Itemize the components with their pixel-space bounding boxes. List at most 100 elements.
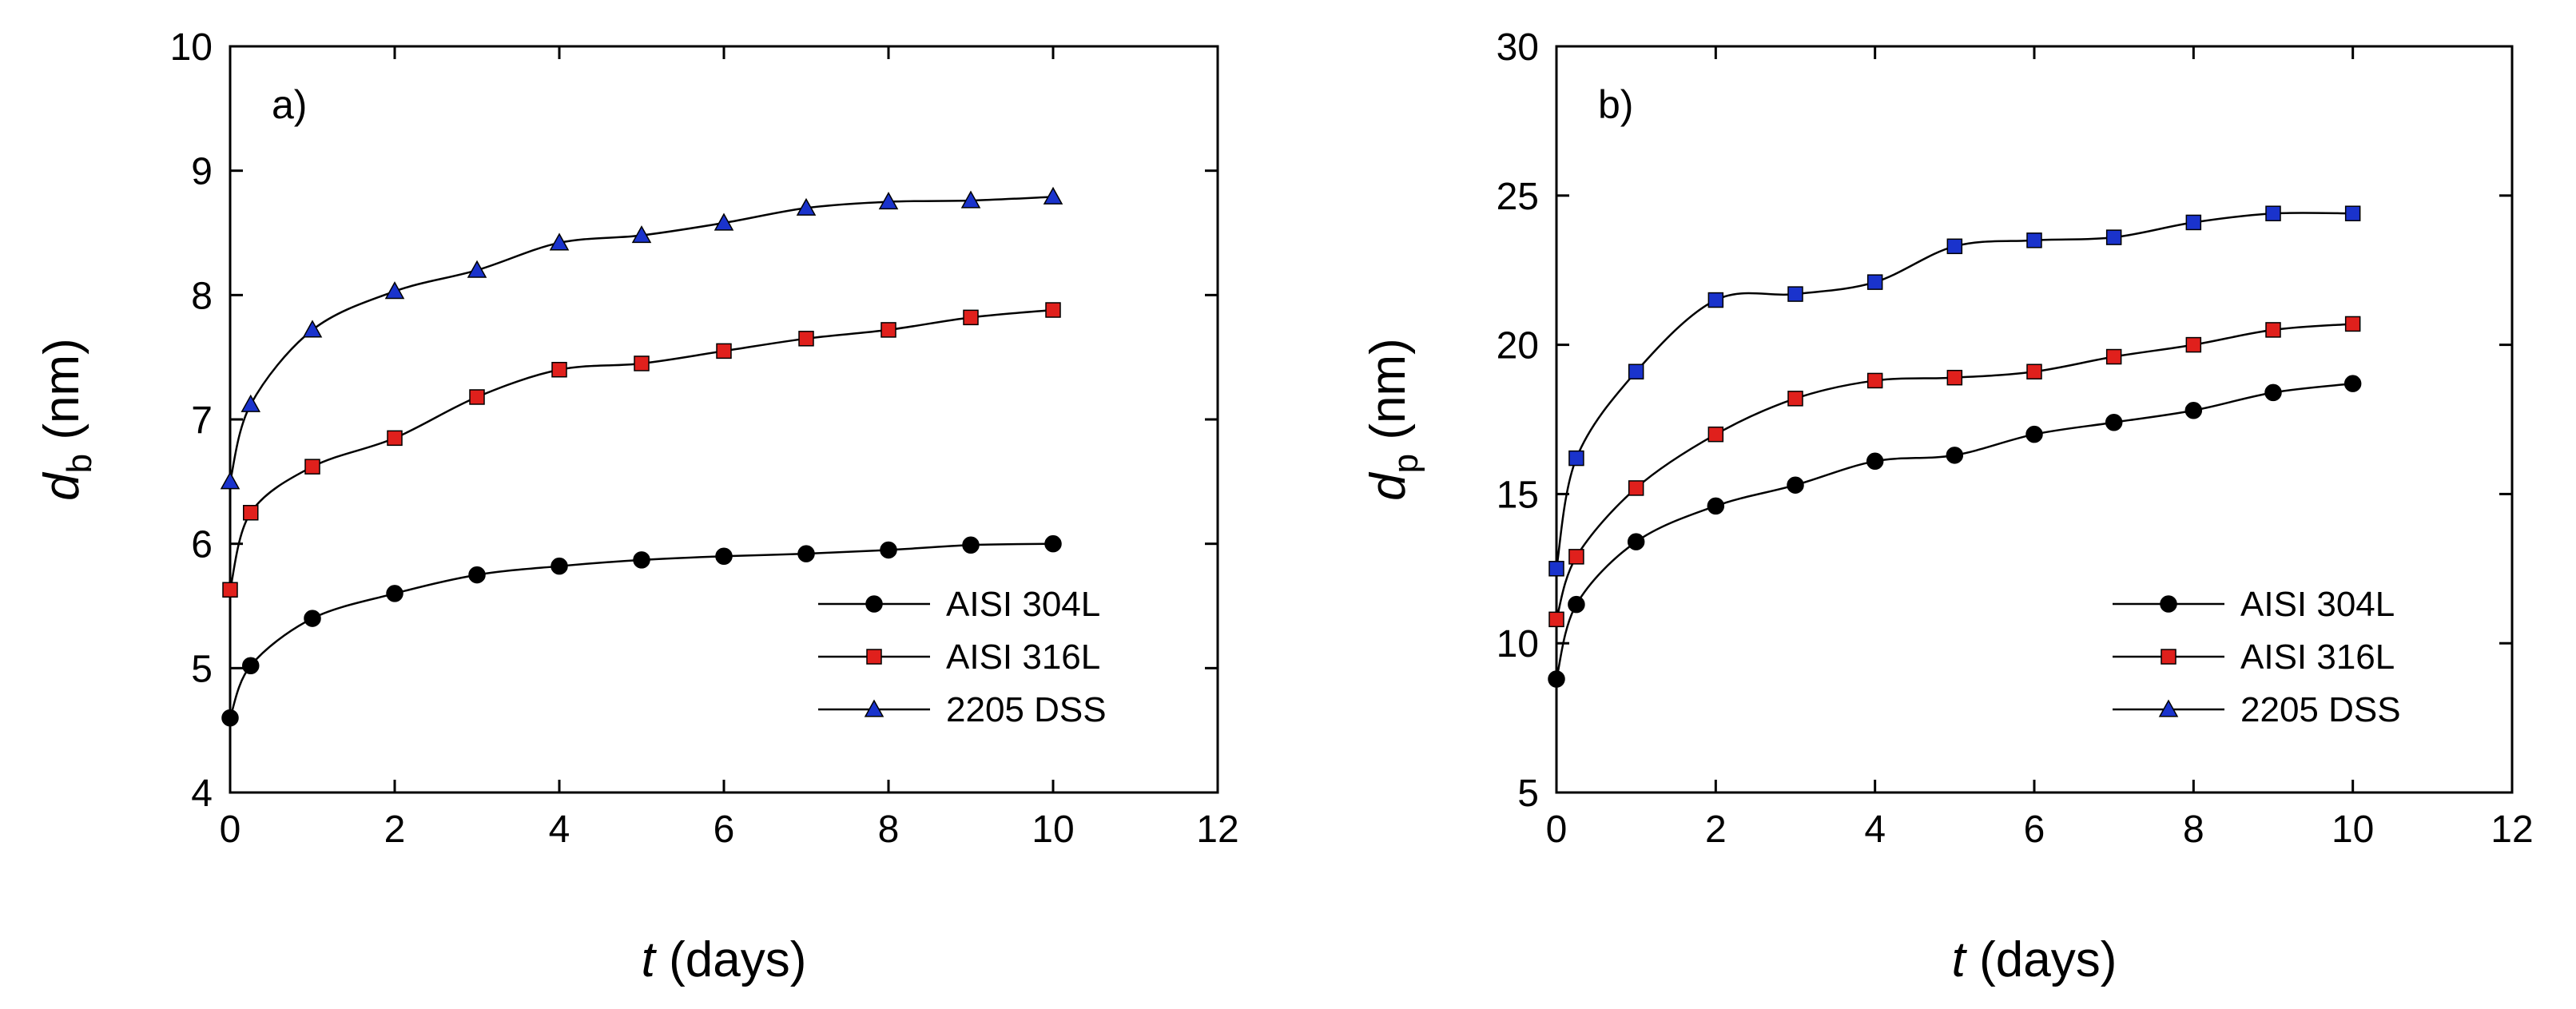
- data-point: [241, 394, 261, 412]
- data-point: [220, 471, 241, 490]
- data-point: [1866, 372, 1883, 389]
- x-tick-label: 6: [2024, 808, 2045, 851]
- data-point: [387, 430, 403, 447]
- y-axis-title: db (nm): [34, 338, 99, 501]
- data-point: [2185, 336, 2202, 353]
- data-point: [243, 505, 259, 521]
- series-aisi-316l: [222, 302, 1061, 598]
- data-point: [1548, 611, 1564, 628]
- data-point: [551, 361, 567, 378]
- legend-marker: [2160, 595, 2177, 613]
- data-point: [798, 331, 814, 347]
- y-tick-label: 25: [1497, 176, 1539, 218]
- data-point: [963, 309, 979, 326]
- y-tick-label: 7: [191, 399, 213, 442]
- data-point: [222, 582, 238, 598]
- x-tick-label: 4: [1864, 808, 1886, 851]
- data-point: [631, 225, 652, 244]
- panel-label: a): [272, 82, 307, 127]
- x-tick-label: 8: [2183, 808, 2204, 851]
- plot-frame: [229, 45, 1219, 794]
- data-point: [1628, 363, 1644, 379]
- data-point: [1946, 369, 1963, 386]
- data-point: [1568, 549, 1584, 565]
- data-point: [1787, 286, 1803, 302]
- legend-marker: [2161, 649, 2176, 665]
- data-point: [2105, 413, 2123, 431]
- data-point: [2026, 363, 2042, 379]
- data-point: [469, 389, 485, 405]
- series-aisi-304l: [221, 534, 1062, 727]
- y-tick-label: 5: [1517, 773, 1539, 815]
- x-tick-label: 0: [220, 808, 241, 851]
- x-tick-label: 6: [714, 808, 735, 851]
- series-line: [1555, 323, 2353, 620]
- y-tick-label: 10: [170, 26, 213, 69]
- legend-label: AISI 304L: [946, 585, 1100, 624]
- chart-panel-b: 0 2 4 6 8 10 12 5 10 15 20 25 30 b) t (days) dp (nm) AIS…: [1361, 26, 2534, 987]
- data-point: [716, 343, 732, 360]
- data-point: [1548, 670, 1565, 688]
- y-tick-label: 9: [191, 151, 213, 193]
- data-point: [386, 585, 403, 602]
- data-point: [2184, 402, 2203, 419]
- data-point: [2185, 214, 2202, 231]
- series-line: [1555, 382, 2353, 680]
- data-point: [1045, 302, 1061, 318]
- series-aisi-304l: [1548, 375, 2362, 688]
- data-point: [467, 260, 487, 278]
- series-line: [229, 196, 1054, 483]
- legend-label: 2205 DSS: [946, 690, 1107, 729]
- series-2205-dss: [1548, 205, 2361, 577]
- data-point: [2344, 316, 2361, 332]
- y-tick-label: 8: [191, 275, 213, 317]
- legend: AISI 304L AISI 316L 2205 DSS: [2113, 585, 2401, 729]
- y-tick-label: 10: [1497, 623, 1539, 665]
- data-point: [1866, 452, 1884, 471]
- data-point: [304, 459, 320, 475]
- panel-label: b): [1598, 82, 1633, 127]
- series-2205-dss: [220, 186, 1063, 490]
- data-point: [1568, 595, 1585, 614]
- data-point: [1568, 450, 1584, 467]
- data-point: [1707, 426, 1724, 443]
- data-point: [633, 551, 650, 569]
- data-point: [221, 709, 239, 727]
- data-point: [1628, 480, 1644, 496]
- series-line: [229, 542, 1054, 719]
- data-point: [714, 213, 734, 231]
- data-point: [1946, 238, 1963, 255]
- data-point: [242, 657, 260, 674]
- x-tick-label: 12: [2491, 808, 2533, 851]
- data-point: [881, 322, 896, 338]
- legend-marker: [864, 699, 885, 717]
- data-point: [2026, 232, 2042, 248]
- data-point: [797, 545, 815, 562]
- y-tick-label: 30: [1497, 26, 1539, 69]
- legend-label: AISI 316L: [2240, 638, 2395, 677]
- x-tick-label: 0: [1546, 808, 1568, 851]
- data-point: [962, 536, 980, 554]
- data-point: [551, 557, 568, 575]
- x-tick-label: 12: [1196, 808, 1238, 851]
- data-point: [1866, 274, 1883, 290]
- data-point: [304, 610, 321, 627]
- plot-frame: [1555, 45, 2514, 794]
- data-point: [796, 197, 817, 216]
- data-point: [1787, 476, 1804, 494]
- data-point: [2343, 375, 2362, 392]
- data-point: [1707, 497, 1725, 515]
- legend-marker: [866, 649, 882, 665]
- data-point: [878, 192, 899, 210]
- data-point: [960, 190, 981, 209]
- data-point: [2265, 205, 2281, 221]
- series-aisi-316l: [1548, 316, 2361, 628]
- data-point: [2105, 229, 2122, 245]
- data-point: [1707, 292, 1724, 308]
- y-tick-label: 5: [191, 648, 213, 690]
- y-tick-label: 6: [191, 524, 213, 566]
- y-axis-title: dp (nm): [1361, 338, 1425, 501]
- data-point: [2025, 425, 2043, 443]
- data-point: [2105, 348, 2122, 365]
